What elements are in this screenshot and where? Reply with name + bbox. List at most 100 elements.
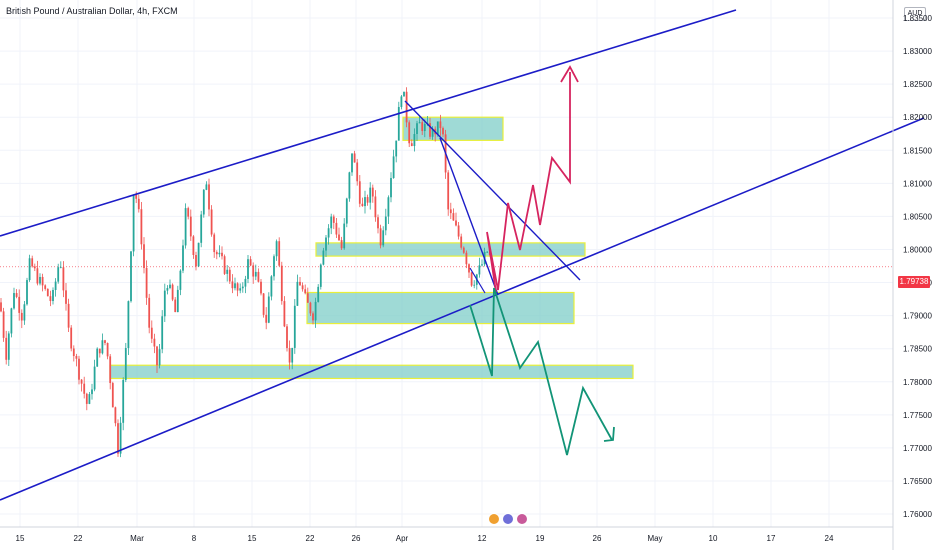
candle-body: [20, 312, 23, 321]
x-tick-label: 24: [825, 534, 834, 543]
candle-body: [122, 379, 125, 423]
candle-body: [257, 271, 260, 282]
x-tick-label: 8: [192, 534, 197, 543]
x-tick-label: 22: [306, 534, 315, 543]
candle-body: [405, 91, 408, 123]
candle-body: [179, 270, 182, 290]
y-tick-label: 1.77500: [903, 411, 932, 420]
candle-body: [387, 197, 390, 217]
candles-layer: [0, 87, 491, 458]
candle-body: [390, 178, 392, 198]
candle-body: [327, 228, 330, 238]
x-tick-label: 19: [536, 534, 545, 543]
candle-body: [10, 308, 13, 334]
candle-body: [192, 236, 195, 255]
candle-body: [244, 278, 247, 287]
zone-lower: [306, 291, 575, 325]
candle-body: [361, 203, 364, 207]
candle-body: [52, 289, 54, 302]
candle-body: [478, 265, 481, 275]
event-icon: [488, 513, 500, 525]
candle-body: [36, 268, 39, 284]
candle-body: [62, 267, 65, 291]
event-icon: [502, 513, 514, 525]
candle-body: [210, 209, 213, 235]
y-tick-label: 1.78500: [903, 345, 932, 354]
candle-body: [2, 311, 5, 338]
y-tick-label: 1.80500: [903, 212, 932, 221]
candle-body: [67, 303, 70, 328]
descending-trendline: [404, 100, 581, 281]
bullish-arrow-head: [560, 65, 579, 83]
x-tick-label: 15: [16, 534, 25, 543]
candle-body: [325, 237, 327, 251]
y-tick-label: 1.77000: [903, 444, 932, 453]
candle-body: [312, 313, 314, 321]
candle-body: [189, 216, 192, 237]
candle-body: [304, 289, 307, 294]
bullish-projection-path: [486, 72, 571, 293]
candle-body: [397, 106, 400, 141]
candle-body: [223, 256, 226, 274]
candle-body: [158, 349, 161, 366]
candle-body: [213, 234, 216, 253]
candle-body: [306, 293, 309, 303]
candle-body: [249, 259, 252, 266]
candle-body: [262, 293, 265, 315]
candle-body: [75, 356, 78, 359]
candle-body: [135, 194, 138, 199]
candle-body: [280, 265, 283, 302]
zone-mid: [315, 242, 586, 257]
candle-body: [78, 358, 80, 380]
candle-body: [41, 276, 44, 286]
candle-body: [200, 214, 203, 243]
x-tick-label: 22: [74, 534, 83, 543]
candle-body: [252, 265, 255, 277]
candle-body: [176, 289, 179, 313]
candle-body: [88, 394, 91, 404]
candle-body: [429, 123, 431, 137]
candle-body: [392, 156, 395, 179]
candle-body: [260, 281, 262, 294]
candle-body: [218, 252, 221, 255]
candle-body: [278, 241, 281, 266]
candle-body: [470, 272, 473, 286]
candle-body: [161, 316, 164, 350]
candle-body: [80, 379, 83, 384]
candle-body: [382, 230, 385, 246]
candle-body: [358, 181, 361, 204]
candle-body: [234, 283, 236, 289]
candle-body: [221, 252, 223, 257]
candle-body: [265, 314, 268, 323]
candle-body: [293, 305, 296, 348]
y-tick-label: 1.78000: [903, 378, 932, 387]
candle-body: [345, 198, 348, 224]
x-tick-label: 17: [767, 534, 776, 543]
candle-body: [106, 342, 109, 357]
candle-body: [460, 236, 463, 248]
candle-body: [275, 241, 278, 257]
x-tick-label: 10: [709, 534, 718, 543]
candle-body: [119, 422, 122, 454]
candle-body: [15, 293, 18, 297]
candle-body: [231, 281, 234, 289]
candle-body: [364, 197, 366, 207]
candle-body: [340, 240, 343, 249]
candle-body: [418, 122, 421, 124]
candle-body: [5, 337, 8, 360]
candle-body: [296, 281, 299, 306]
candle-body: [468, 264, 470, 273]
candle-body: [171, 284, 174, 300]
y-tick-label: 1.83000: [903, 47, 932, 56]
candle-body: [174, 299, 177, 313]
candle-body: [132, 194, 135, 252]
candle-body: [267, 296, 270, 323]
candle-body: [148, 297, 151, 328]
candle-body: [273, 256, 275, 277]
candle-body: [182, 245, 184, 271]
candle-body: [288, 348, 291, 363]
candle-body: [46, 288, 49, 297]
currency-badge[interactable]: AUD: [904, 7, 926, 21]
candle-body: [57, 267, 60, 282]
